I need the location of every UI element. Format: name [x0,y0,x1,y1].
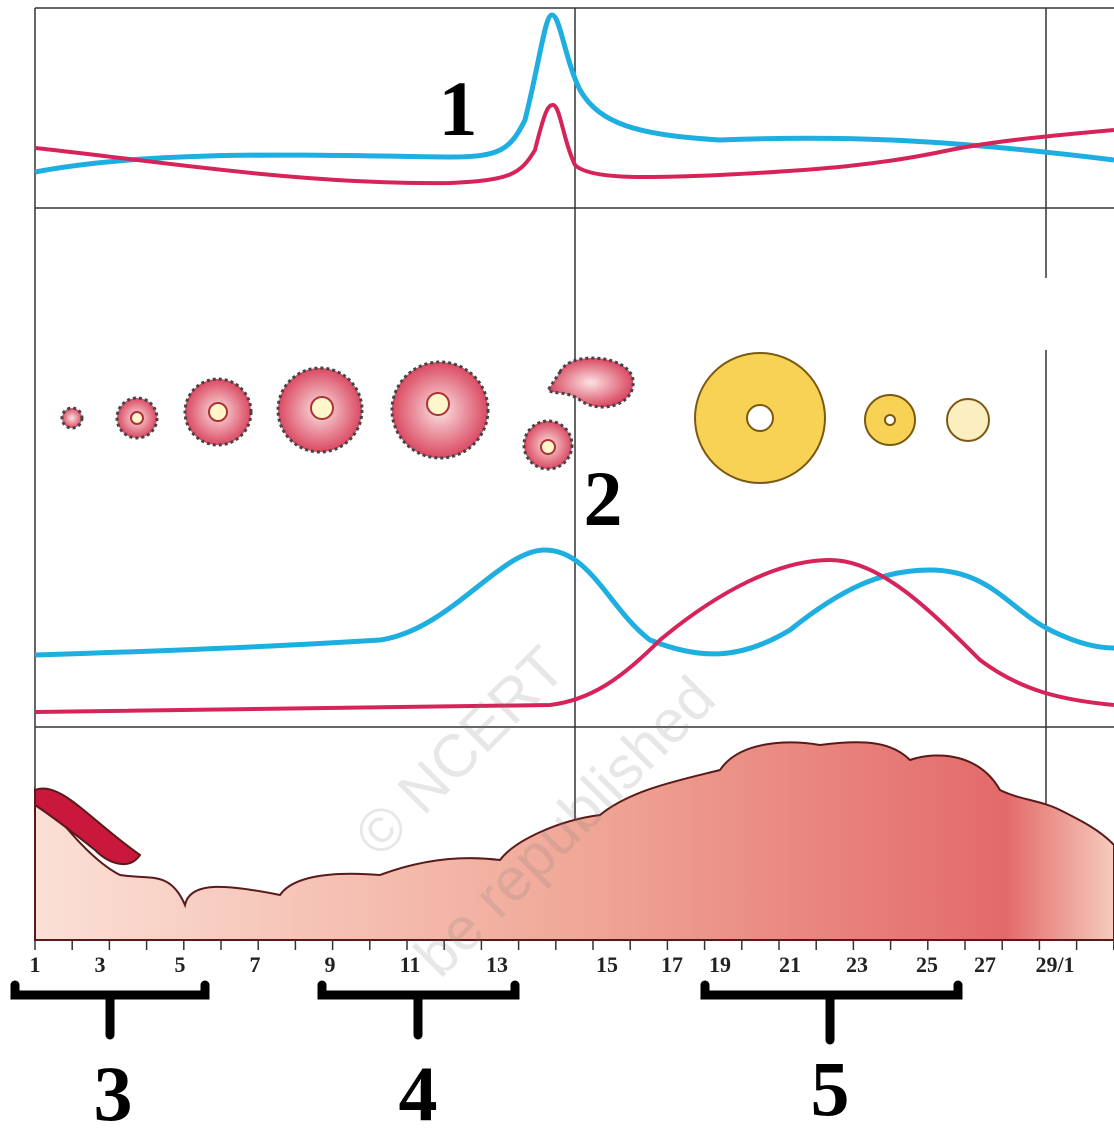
corpus-luteum [694,352,990,484]
marker-label: 3 [94,1050,133,1129]
day-label: 17 [661,952,683,977]
day-label: 11 [400,952,421,977]
day-label: 29/1 [1035,952,1074,977]
marker-label: 5 [811,1045,850,1129]
endometrium [34,741,1114,941]
marker-label: 2 [584,455,623,542]
day-label: 7 [250,952,261,977]
day-label: 15 [596,952,618,977]
day-ticks [34,940,1114,950]
ova [130,392,556,455]
day-label: 27 [974,952,996,977]
day-label: 9 [325,952,336,977]
shed-lining [34,787,142,865]
progesterone-curve [34,557,1114,714]
day-label: 19 [709,952,731,977]
brackets [10,980,963,1045]
day-label: 5 [175,952,186,977]
day-label: 1 [30,952,41,977]
day-label: 21 [779,952,801,977]
day-label: 25 [916,952,938,977]
day-label: 3 [95,952,106,977]
marker-label: 4 [399,1050,438,1129]
fsh-curve [34,102,1114,186]
day-label: 23 [846,952,868,977]
lh-curve [34,12,1114,175]
day-label: 13 [486,952,508,977]
marker-label: 1 [439,65,478,152]
